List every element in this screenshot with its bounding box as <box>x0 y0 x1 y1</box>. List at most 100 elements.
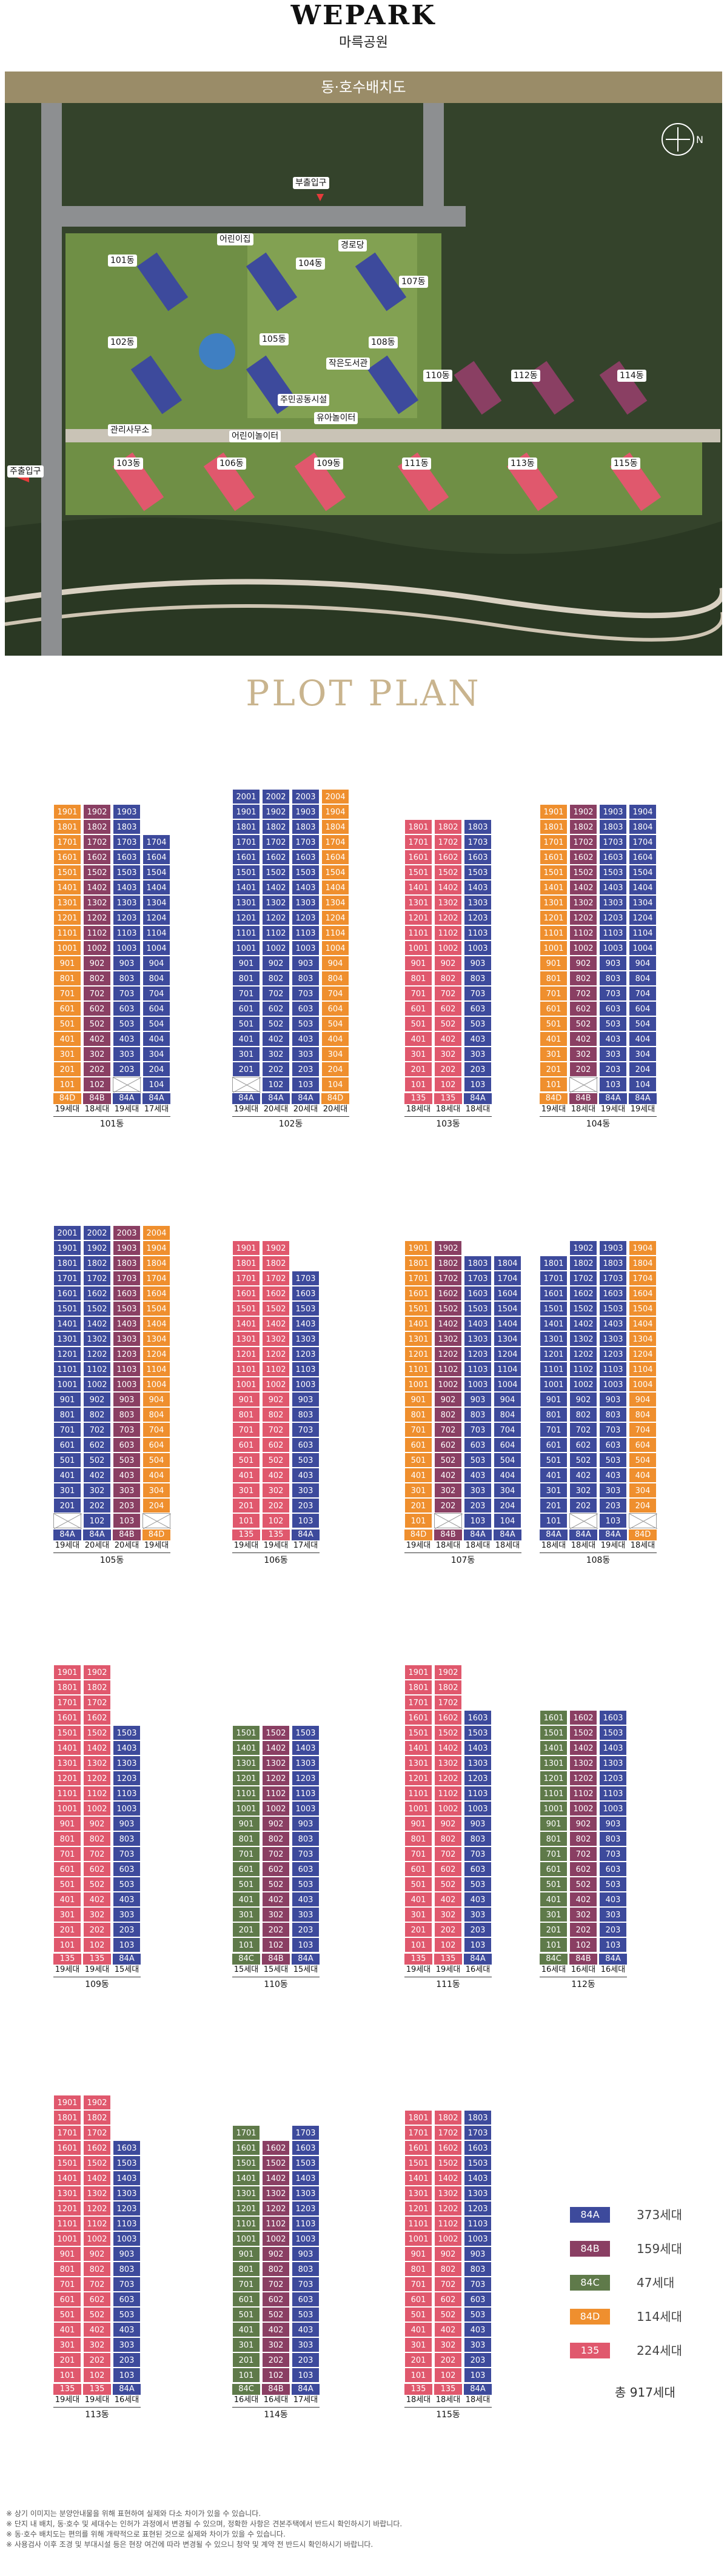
unit-cell: 502 <box>434 2307 462 2322</box>
legend-swatch: 135 <box>570 2343 610 2358</box>
household-count: 18세대 <box>464 1104 492 1115</box>
unit-cell: 602 <box>434 2292 462 2307</box>
unit-cell: 1503 <box>464 1301 492 1316</box>
unit-cell: 1301 <box>232 1756 260 1771</box>
unit-cell: 1704 <box>321 834 349 850</box>
unit-cell: 1201 <box>232 1771 260 1786</box>
unit-cell: 1202 <box>434 910 462 925</box>
unit-cell: 1201 <box>540 1771 568 1786</box>
unit-cell: 1703 <box>113 834 141 850</box>
unit-cell: 1203 <box>599 1771 627 1786</box>
unit-cell: 201 <box>232 2352 260 2368</box>
unit-type-label: 84A <box>292 1529 320 1540</box>
unit-cell: 501 <box>540 1453 568 1468</box>
unit-cell: 1304 <box>321 895 349 910</box>
unit-cell: 1301 <box>53 895 81 910</box>
unit-cell: 303 <box>464 1483 492 1498</box>
unit-cell: 603 <box>113 1001 141 1016</box>
unit-cell: 1703 <box>292 834 320 850</box>
unit-cell: 401 <box>53 1468 81 1483</box>
unit-cell: 2004 <box>142 1225 170 1240</box>
unit-cell: 1801 <box>53 819 81 834</box>
unit-cell: 501 <box>232 1453 260 1468</box>
unit-cell: 701 <box>232 1422 260 1437</box>
unit-cell: 1401 <box>53 880 81 895</box>
unit-cell: 901 <box>404 1392 432 1407</box>
unit-cell: 202 <box>262 2352 290 2368</box>
unit-cell: 101 <box>232 2368 260 2383</box>
unit-cell: 903 <box>113 2246 141 2261</box>
unit-cell: 1502 <box>262 2155 290 2171</box>
building-name: 115동 <box>436 2410 460 2420</box>
unit-cell: 502 <box>434 1016 462 1031</box>
unit-cell: 304 <box>321 1047 349 1062</box>
unit-cell: 1204 <box>629 1346 657 1362</box>
unit-cell: 1003 <box>292 2231 320 2246</box>
unit-cell: 1201 <box>232 910 260 925</box>
unit-cell: 1101 <box>53 925 81 940</box>
unit-cell: 1102 <box>83 1786 111 1801</box>
unit-cell: 701 <box>540 1422 568 1437</box>
building-name: 110동 <box>264 1980 288 1989</box>
unit-cell: 1303 <box>113 1331 141 1346</box>
unit-cell: 1502 <box>262 1725 290 1740</box>
unit-cell: 303 <box>113 1483 141 1498</box>
unit-cell: 803 <box>599 971 627 986</box>
unit-cell: 1401 <box>53 1316 81 1331</box>
unit-cell: 1001 <box>404 940 432 956</box>
unit-cell: 101 <box>53 2368 81 2383</box>
unit-cell: 1302 <box>434 1331 462 1346</box>
unit-cell: 201 <box>404 2352 432 2368</box>
unit-cell: 903 <box>599 1816 627 1831</box>
unit-cell: 601 <box>53 2292 81 2307</box>
unit-cell: 402 <box>262 1468 290 1483</box>
unit-cell: 1304 <box>494 1331 521 1346</box>
unit-cell: 202 <box>83 1062 111 1077</box>
legend-count: 373세대 <box>637 2208 682 2222</box>
unit-cell: 1103 <box>464 925 492 940</box>
unit-cell: 1803 <box>599 1256 627 1271</box>
unit-type-label: 84C <box>540 1954 568 1965</box>
unit-cell: 203 <box>599 1062 627 1077</box>
household-count: 16세대 <box>599 1965 627 1975</box>
unit-cell: 1904 <box>142 1240 170 1256</box>
unit-cell: 1803 <box>464 1256 492 1271</box>
unit-cell: 1304 <box>142 1331 170 1346</box>
unit-cell: 903 <box>292 1816 320 1831</box>
unit-cell: 904 <box>321 956 349 971</box>
unit-cell: 1701 <box>53 1695 81 1710</box>
unit-cell: 1201 <box>53 2201 81 2216</box>
unit-cell: 1703 <box>292 1271 320 1286</box>
unit-cell: 1201 <box>53 910 81 925</box>
unit-cell: 701 <box>53 1846 81 1862</box>
building-name: 103동 <box>436 1119 460 1129</box>
unit-cell: 1003 <box>292 940 320 956</box>
unit-cell: 1302 <box>262 895 290 910</box>
unit-cell: 103 <box>464 1937 492 1952</box>
unit-cell: 2001 <box>53 1225 81 1240</box>
unit-cell: 704 <box>142 986 170 1001</box>
household-count: 15세대 <box>292 1965 320 1975</box>
unit-cell: 1102 <box>569 925 597 940</box>
unit-cell: 1604 <box>629 850 657 865</box>
unit-cell: 1702 <box>83 2125 111 2140</box>
unit-cell: 303 <box>464 1047 492 1062</box>
unit-cell: 1801 <box>53 2110 81 2125</box>
unit-cell: 101 <box>540 1513 568 1528</box>
unit-cell: 401 <box>404 1031 432 1047</box>
unit-cell: 1402 <box>569 1316 597 1331</box>
unit-cell: 203 <box>292 1498 320 1513</box>
unit-cell: 204 <box>629 1062 657 1077</box>
unit-cell: 1803 <box>464 2110 492 2125</box>
unit-cell: 1303 <box>292 2186 320 2201</box>
unit-cell: 1802 <box>434 819 462 834</box>
unit-cell: 1602 <box>83 1286 111 1301</box>
unit-cell: 702 <box>434 1846 462 1862</box>
unit-cell: 1003 <box>464 1377 492 1392</box>
site-map-illustration: N <box>5 103 722 656</box>
building-label-107: 107동 <box>399 276 428 288</box>
unit-cell: 1402 <box>262 880 290 895</box>
unit-cell: 901 <box>540 1392 568 1407</box>
unit-cell: 101 <box>232 1937 260 1952</box>
unit-cell: 1202 <box>262 2201 290 2216</box>
